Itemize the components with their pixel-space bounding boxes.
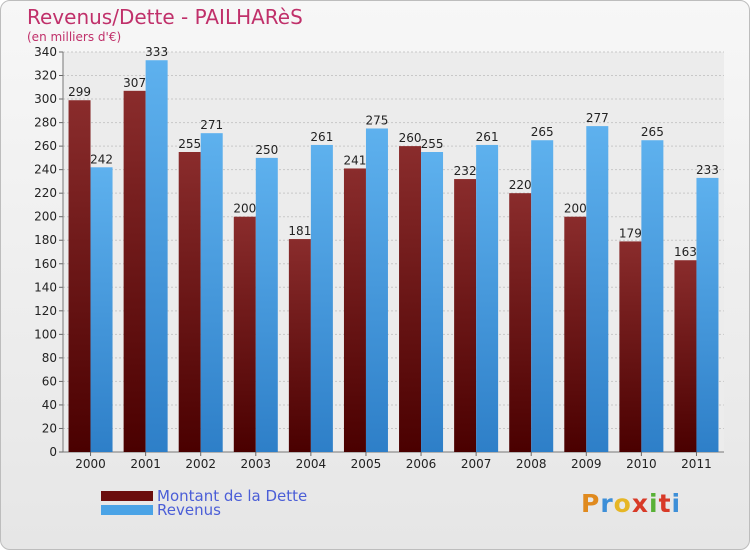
data-label-dette: 163: [674, 245, 697, 259]
data-label-revenus: 277: [586, 111, 609, 125]
data-label-dette: 255: [178, 137, 201, 151]
bar-dette: [68, 100, 91, 452]
data-label-dette: 200: [233, 202, 256, 216]
y-tick-label: 260: [34, 139, 57, 153]
y-tick-label: 140: [34, 280, 57, 294]
bar-revenus: [310, 144, 333, 453]
x-tick-label: 2001: [130, 457, 161, 471]
plot-area: [63, 52, 724, 452]
x-tick-label: 2003: [241, 457, 272, 471]
bar-dette: [509, 193, 532, 453]
x-tick-label: 2002: [185, 457, 216, 471]
y-tick-label: 340: [34, 45, 57, 59]
x-tick-label: 2008: [516, 457, 547, 471]
bar-dette: [564, 216, 587, 452]
bar-revenus: [145, 60, 168, 453]
x-tick-label: 2009: [571, 457, 602, 471]
data-label-revenus: 250: [255, 143, 278, 157]
legend-swatch-dette: [101, 491, 153, 501]
bar-revenus: [365, 128, 388, 452]
x-tick-label: 2007: [461, 457, 492, 471]
bar-dette: [343, 168, 366, 452]
bar-dette: [123, 90, 146, 452]
data-label-revenus: 255: [421, 137, 444, 151]
bar-revenus: [586, 126, 609, 452]
y-tick-label: 300: [34, 92, 57, 106]
data-label-revenus: 261: [476, 130, 499, 144]
x-tick-label: 2000: [75, 457, 106, 471]
data-label-dette: 232: [454, 164, 477, 178]
logo-letter: t: [658, 489, 672, 518]
logo-letter: P: [581, 489, 601, 518]
logo-letter: r: [600, 489, 614, 518]
x-tick-label: 2004: [296, 457, 327, 471]
y-tick-label: 200: [34, 210, 57, 224]
bar-revenus: [421, 152, 444, 452]
y-tick-label: 80: [42, 351, 57, 365]
legend-item-revenus: Revenus: [101, 501, 221, 519]
y-tick-label: 180: [34, 233, 57, 247]
legend-item-dette: Montant de la Dette: [101, 487, 308, 505]
x-tick-label: 2010: [626, 457, 657, 471]
data-label-revenus: 265: [531, 125, 554, 139]
data-label-revenus: 242: [90, 152, 113, 166]
y-tick-label: 280: [34, 116, 57, 130]
bar-dette: [178, 152, 201, 452]
logo-letter: i: [671, 489, 682, 518]
data-label-dette: 179: [619, 226, 642, 240]
x-tick-label: 2005: [351, 457, 382, 471]
y-tick-label: 40: [42, 398, 57, 412]
y-tick-label: 160: [34, 257, 57, 271]
legend-swatch-revenus: [101, 505, 153, 515]
chart-title: Revenus/Dette - PAILHARèS: [27, 5, 303, 29]
y-tick-label: 0: [49, 445, 57, 459]
bar-dette: [454, 179, 477, 452]
bar-dette: [233, 216, 256, 452]
logo-letter: i: [649, 489, 659, 518]
x-tick-label: 2006: [406, 457, 437, 471]
bar-revenus: [531, 140, 554, 452]
data-label-revenus: 271: [200, 118, 223, 132]
y-tick-label: 60: [42, 374, 57, 388]
data-label-dette: 299: [68, 85, 91, 99]
y-tick-label: 20: [42, 421, 57, 435]
legend-label-revenus: Revenus: [157, 501, 221, 519]
x-tick-label: 2011: [681, 457, 712, 471]
logo-letter: x: [631, 489, 649, 518]
chart-subtitle: (en milliers d'€): [27, 30, 122, 44]
data-label-revenus: 261: [310, 130, 333, 144]
bar-revenus: [696, 177, 719, 452]
y-tick-label: 240: [34, 163, 57, 177]
data-label-dette: 241: [344, 153, 367, 167]
bar-dette: [288, 239, 311, 452]
bar-dette: [619, 241, 642, 452]
y-tick-label: 120: [34, 304, 57, 318]
y-tick-label: 320: [34, 69, 57, 83]
y-tick-label: 220: [34, 186, 57, 200]
bar-revenus: [200, 133, 223, 453]
data-label-revenus: 333: [145, 45, 168, 59]
bar-revenus: [476, 144, 499, 453]
bar-revenus: [255, 157, 278, 452]
bar-dette: [674, 260, 697, 452]
data-label-dette: 307: [123, 76, 146, 90]
data-label-dette: 220: [509, 178, 532, 192]
data-label-revenus: 265: [641, 125, 664, 139]
logo-letter: o: [613, 489, 632, 518]
bar-dette: [399, 146, 422, 452]
data-label-dette: 200: [564, 202, 587, 216]
bar-revenus: [641, 140, 664, 452]
y-tick-label: 100: [34, 327, 57, 341]
proxiti-logo: Proxiti: [581, 489, 681, 518]
bar-revenus: [90, 167, 113, 452]
data-label-revenus: 275: [366, 113, 389, 127]
data-label-revenus: 233: [696, 163, 719, 177]
data-label-dette: 181: [288, 224, 311, 238]
data-label-dette: 260: [399, 131, 422, 145]
legend-label-dette: Montant de la Dette: [157, 487, 308, 505]
